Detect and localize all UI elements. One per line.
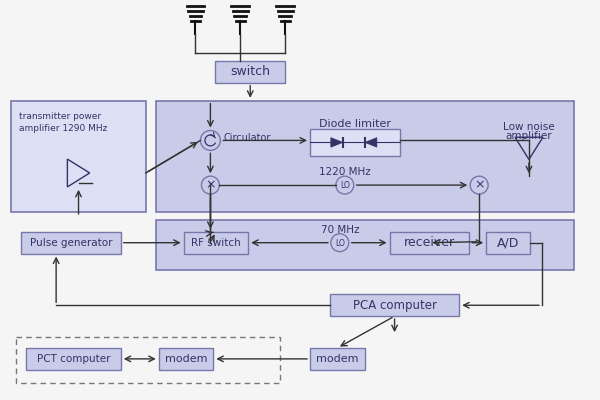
FancyBboxPatch shape [158,348,214,370]
FancyBboxPatch shape [26,348,121,370]
Text: ×: × [205,179,215,192]
Text: Low noise: Low noise [503,122,555,132]
Text: switch: switch [230,65,270,78]
Text: PCT computer: PCT computer [37,354,110,364]
FancyBboxPatch shape [11,101,146,212]
Circle shape [200,130,220,150]
Text: amplifier: amplifier [506,132,552,142]
Text: receiver: receiver [404,236,455,249]
FancyBboxPatch shape [215,61,285,83]
Circle shape [331,234,349,252]
Text: modem: modem [316,354,359,364]
FancyBboxPatch shape [310,128,400,156]
Polygon shape [365,138,377,147]
Circle shape [336,176,354,194]
FancyBboxPatch shape [330,294,459,316]
Text: RF switch: RF switch [191,238,241,248]
Text: Pulse generator: Pulse generator [30,238,112,248]
Text: Circulator: Circulator [223,134,271,144]
Text: LO: LO [340,181,350,190]
Text: transmitter power: transmitter power [19,112,101,121]
FancyBboxPatch shape [21,232,121,254]
Text: LO: LO [335,239,345,248]
Text: 70 MHz: 70 MHz [320,225,359,235]
FancyBboxPatch shape [155,101,574,212]
Text: PCA computer: PCA computer [353,299,437,312]
Text: Diode limiter: Diode limiter [319,118,391,128]
Text: amplifier 1290 MHz: amplifier 1290 MHz [19,124,107,133]
FancyBboxPatch shape [486,232,530,254]
Text: modem: modem [165,354,207,364]
FancyBboxPatch shape [155,220,574,270]
Polygon shape [331,138,343,147]
Text: 1220 MHz: 1220 MHz [319,167,371,177]
FancyBboxPatch shape [184,232,248,254]
Text: ×: × [474,179,484,192]
Text: A/D: A/D [497,236,519,249]
FancyBboxPatch shape [310,348,365,370]
FancyBboxPatch shape [389,232,469,254]
